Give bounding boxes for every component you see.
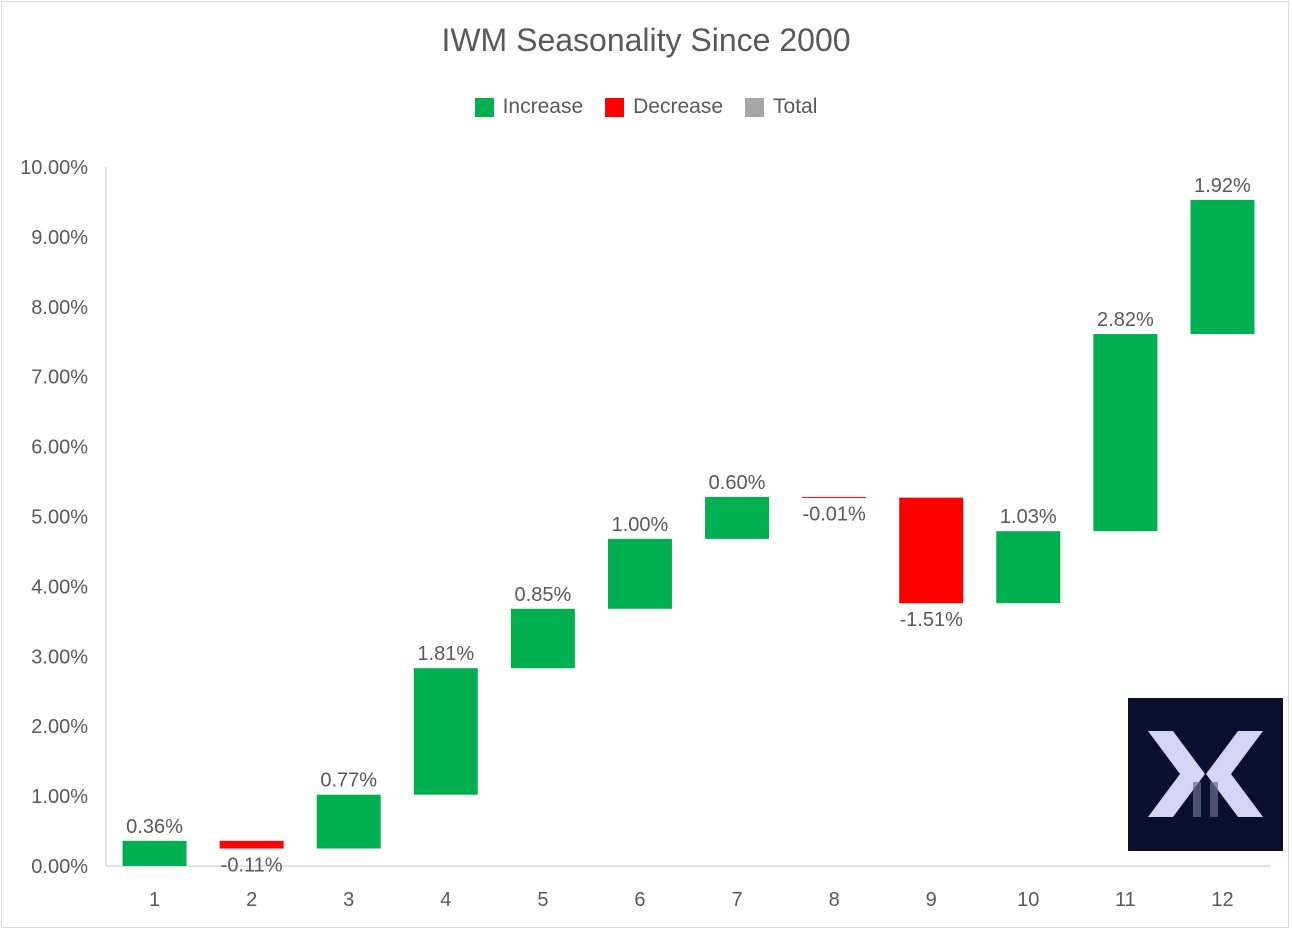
legend-item-total: Total: [745, 95, 817, 119]
x-tick-label: 8: [829, 889, 840, 911]
data-label: 1.81%: [417, 643, 474, 665]
data-label: 0.85%: [515, 584, 572, 606]
x-tick-label: 5: [537, 889, 548, 911]
data-label: -1.51%: [900, 609, 964, 631]
x-tick-label: 11: [1115, 889, 1136, 911]
data-label: 0.60%: [709, 472, 766, 494]
y-tick-label: 2.00%: [31, 716, 88, 738]
y-tick-label: 3.00%: [31, 646, 88, 668]
x-tick-label: 7: [731, 889, 742, 911]
logo-x-icon: [1148, 731, 1263, 817]
bar-decrease: [219, 840, 284, 849]
bar-increase: [1093, 334, 1158, 532]
bar-increase: [705, 496, 770, 539]
y-tick-label: 9.00%: [31, 227, 88, 249]
legend-label-total: Total: [773, 95, 818, 118]
data-label: -0.11%: [221, 855, 283, 877]
bar-increase: [316, 794, 381, 849]
x-tick-label: 9: [926, 889, 937, 911]
bar-increase: [122, 840, 187, 866]
y-tick-label: 6.00%: [31, 437, 88, 459]
y-tick-label: 1.00%: [31, 786, 88, 808]
legend-label-increase: Increase: [502, 95, 584, 118]
y-tick-label: 8.00%: [31, 297, 88, 319]
x-tick-label: 4: [440, 889, 451, 911]
data-label: 0.36%: [126, 816, 183, 838]
y-axis: 0.00% 1.00% 2.00% 3.00% 4.00% 5.00% 6.00% 7.00%…: [20, 157, 107, 878]
data-label: 1.03%: [1000, 506, 1057, 528]
logo: [1128, 698, 1283, 851]
bars: [122, 199, 1255, 866]
bar-increase: [510, 608, 575, 669]
bar-decrease: [802, 496, 867, 498]
x-tick-label: 3: [343, 889, 354, 911]
data-label: 1.92%: [1194, 175, 1251, 197]
y-tick-label: 4.00%: [31, 576, 88, 598]
legend-swatch-total: [745, 97, 765, 117]
bar-increase: [413, 668, 478, 795]
x-tick-label: 10: [1017, 889, 1039, 911]
data-label: 1.00%: [612, 514, 669, 536]
legend-swatch-increase: [474, 97, 494, 117]
data-label: 2.82%: [1097, 309, 1154, 331]
data-label: -0.01%: [802, 504, 866, 526]
x-tick-label: 2: [246, 889, 257, 911]
y-tick-label: 10.00%: [20, 157, 88, 179]
y-tick-label: 5.00%: [31, 507, 88, 529]
y-tick-label: 0.00%: [31, 856, 88, 878]
legend-swatch-decrease: [605, 97, 625, 117]
x-tick-label: 6: [634, 889, 645, 911]
legend-label-decrease: Decrease: [633, 95, 724, 118]
y-tick-label: 7.00%: [31, 367, 88, 389]
legend: Increase Decrease Total: [0, 95, 1292, 119]
chart-title: IWM Seasonality Since 2000: [441, 22, 851, 58]
bar-increase: [1190, 199, 1255, 335]
legend-item-decrease: Decrease: [605, 95, 723, 119]
x-axis: 1 2 3 4 5 6 7 8 9 10 11 12: [106, 865, 1271, 911]
data-label: 0.77%: [320, 770, 377, 792]
legend-item-increase: Increase: [474, 95, 584, 119]
x-tick-label: 1: [149, 889, 160, 911]
bar-increase: [996, 531, 1061, 604]
bar-decrease: [899, 497, 964, 604]
bar-increase: [607, 538, 672, 609]
data-labels: 0.36% -0.11% 0.77% 1.81% 0.85% 1.00% 0.60% -0.0…: [126, 175, 1251, 877]
x-tick-label: 12: [1211, 889, 1233, 911]
